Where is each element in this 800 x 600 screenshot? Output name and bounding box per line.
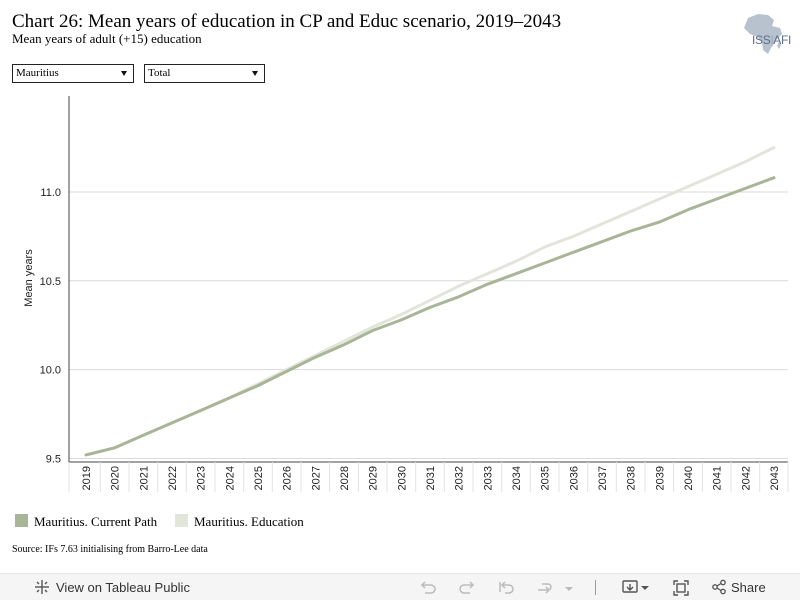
x-tick-label: 2038: [626, 466, 638, 490]
undo-icon[interactable]: [418, 578, 438, 598]
y-axis-ticks: 9.5 10.0 10.5 11.0: [40, 187, 61, 466]
country-filter-value: Mauritius: [16, 67, 59, 79]
legend-swatch-current-path: [15, 514, 28, 527]
x-tick-label: 2037: [597, 466, 609, 490]
chart-series: [84, 146, 776, 457]
y-tick-label: 10.0: [40, 365, 61, 377]
line-chart: 9.5 10.0 10.5 11.0 2019 2020 2021 2022 2023 2024…: [23, 96, 789, 492]
logo-text-separator: |: [770, 33, 774, 47]
view-on-tableau-link[interactable]: View on Tableau Public: [34, 579, 190, 597]
logo-text: ISS|AFI: [752, 33, 791, 47]
source-note: Source: IFs 7.63 initialising from Barro…: [12, 544, 208, 555]
legend-item-education[interactable]: Mauritius. Education: [175, 513, 304, 531]
scope-filter-dropdown[interactable]: Total: [144, 64, 265, 83]
x-tick-label: 2029: [368, 466, 380, 490]
legend-swatch-education: [175, 514, 188, 527]
chart-title: Chart 26: Mean years of education in CP …: [12, 11, 562, 32]
x-tick-label: 2027: [310, 466, 322, 490]
x-tick-label: 2026: [282, 466, 294, 490]
pause-dropdown-icon[interactable]: [563, 578, 575, 598]
y-tick-label: 9.5: [46, 453, 61, 465]
x-tick-label: 2023: [196, 466, 208, 490]
legend-label-education: Mauritius. Education: [194, 514, 304, 529]
x-axis-ticks: 2019 2020 2021 2022 2023 2024 2025 2026 2027 2028…: [68, 462, 789, 492]
revert-icon[interactable]: [496, 578, 516, 598]
gridlines: [69, 191, 788, 459]
x-tick-label: 2040: [683, 466, 695, 490]
refresh-icon[interactable]: [534, 578, 554, 598]
scope-filter-value: Total: [148, 67, 171, 79]
share-label: Share: [731, 580, 766, 595]
x-tick-label: 2032: [454, 466, 466, 490]
series-line-education: [84, 146, 776, 457]
x-tick-label: 2021: [138, 466, 150, 490]
x-tick-label: 2025: [253, 466, 265, 490]
x-tick-label: 2039: [654, 466, 666, 490]
country-filter-dropdown[interactable]: Mauritius: [12, 64, 134, 83]
x-tick-label: 2033: [482, 466, 494, 490]
x-tick-label: 2030: [396, 466, 408, 490]
iss-africa-logo: [738, 12, 800, 56]
fullscreen-icon[interactable]: [671, 578, 691, 598]
download-icon[interactable]: [621, 578, 653, 598]
share-button[interactable]: Share: [711, 579, 766, 597]
series-line-current-path: [84, 176, 776, 457]
x-tick-label: 2036: [568, 466, 580, 490]
x-tick-label: 2028: [339, 466, 351, 490]
redo-icon[interactable]: [457, 578, 477, 598]
view-on-tableau-label: View on Tableau Public: [56, 580, 190, 595]
y-tick-label: 10.5: [40, 276, 61, 288]
x-tick-label: 2043: [769, 466, 781, 490]
chart-subtitle: Mean years of adult (+15) education: [12, 31, 202, 46]
x-tick-label: 2041: [712, 466, 724, 490]
x-tick-label: 2022: [167, 466, 179, 490]
y-tick-label: 11.0: [40, 187, 61, 199]
tableau-logo-icon: [35, 580, 49, 594]
x-tick-label: 2020: [110, 466, 122, 490]
x-tick-label: 2034: [511, 466, 523, 490]
chevron-down-icon: [252, 71, 258, 76]
logo-text-main: ISS: [752, 33, 771, 47]
y-axis-label: Mean years: [23, 249, 35, 307]
toolbar-divider: [595, 580, 596, 595]
x-tick-label: 2035: [540, 466, 552, 490]
chevron-down-icon: [121, 71, 127, 76]
x-tick-label: 2031: [425, 466, 437, 490]
legend-item-current-path[interactable]: Mauritius. Current Path: [15, 513, 157, 531]
logo-text-tail: AFI: [773, 33, 792, 47]
x-tick-label: 2024: [224, 466, 236, 490]
legend-label-current-path: Mauritius. Current Path: [34, 514, 158, 529]
tableau-toolbar: View on Tableau Public Sha: [0, 573, 800, 600]
share-icon: [712, 579, 726, 595]
x-tick-label: 2042: [740, 466, 752, 490]
africa-map-icon: [744, 14, 782, 54]
x-tick-label: 2019: [81, 466, 93, 490]
